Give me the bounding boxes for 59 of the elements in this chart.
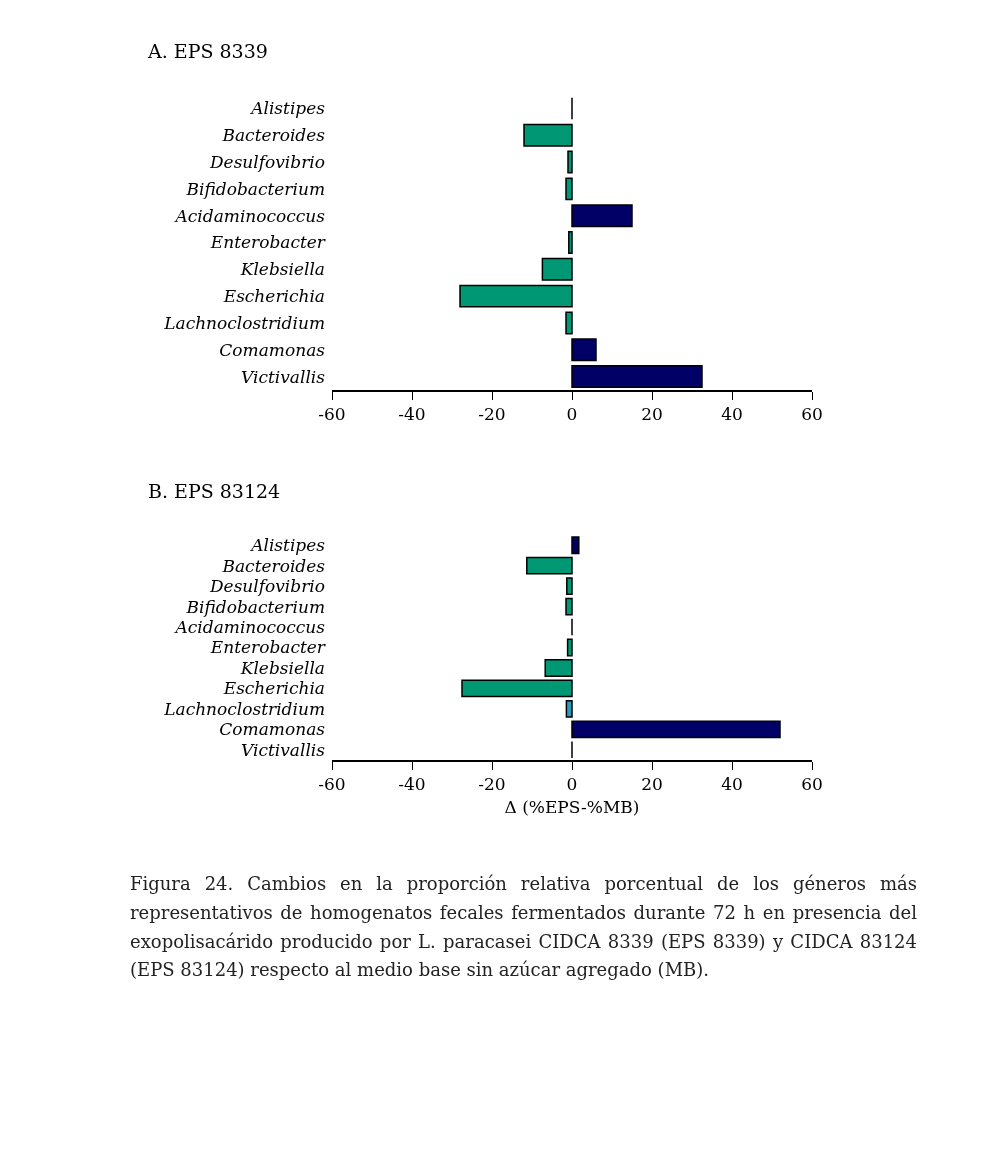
y-tick-label: Enterobacter [209,232,326,253]
bar [459,284,573,308]
bar [526,556,573,575]
bar [523,123,573,147]
bar [571,204,633,228]
x-tick-label: -60 [318,403,346,424]
bar [567,150,573,174]
bar [544,659,573,677]
y-tick-label: Bacteroides [221,125,326,146]
x-tick-label: 60 [801,773,823,794]
text: Figura 24. Cambios en la proporción relativa porcentual de los géneros más representativos de homogenatos fecales fermentados durante 72 h en presencia del exopolisacárido producido por L. paracasei CIDCA 8339 (EPS 8339) y CIDCA 83124 (EPS 83124) respecto al medio base sin azúcar agregado (MB). [130,872,917,983]
y-tick-label: Enterobacter [209,637,326,658]
chart-title: B. EPS 83124 [148,480,281,503]
y-tick-label: Comamonas [219,339,326,360]
x-axis-title: Δ (%EPS-%MB) [504,797,640,818]
bar [565,699,573,718]
y-tick-label: Acidaminococcus [173,617,326,637]
y-tick-label: Klebsiella [239,259,325,280]
bar [565,311,573,335]
x-tick-label: -20 [478,403,506,424]
x-tick-label: -40 [398,773,426,794]
y-tick-label: Lachnoclostridium [163,312,325,333]
y-tick-label: Acidaminococcus [173,205,326,226]
x-tick-label: 0 [566,403,578,424]
chart-title: A. EPS 8339 [147,40,268,63]
bar [541,257,573,281]
bar [571,720,781,739]
y-tick-label: Bifidobacterium [185,596,325,617]
bar [461,679,573,698]
bar [566,638,573,657]
x-tick-label: 40 [721,403,743,424]
x-tick-label: 20 [641,773,663,794]
y-tick-label: Alistipes [249,98,326,119]
x-tick-label: -60 [318,773,346,794]
y-tick-label: Desulfovibrio [208,576,325,597]
y-tick-label: Victivallis [241,366,326,387]
x-tick-label: 20 [641,403,663,424]
bar [566,577,573,596]
y-tick-label: Klebsiella [239,657,325,678]
bar [568,231,573,254]
bar [565,177,573,201]
bar [571,536,580,555]
x-tick-label: 0 [566,773,578,794]
x-tick-label: -40 [398,403,426,424]
y-tick-label: Alistipes [249,535,326,556]
y-tick-label: Victivallis [241,739,326,760]
x-tick-label: -20 [478,773,506,794]
y-tick-label: Escherichia [222,286,325,307]
y-tick-label: Desulfovibrio [208,152,325,172]
x-tick-label: 60 [801,403,823,424]
x-tick-label: 40 [721,773,743,794]
y-tick-label: Escherichia [222,678,325,699]
bar [565,597,573,616]
bar [571,365,703,389]
y-tick-label: Bacteroides [221,555,326,576]
bar [571,338,597,362]
y-tick-label: Comamonas [219,719,326,740]
y-tick-label: Bifidobacterium [185,178,325,199]
y-tick-label: Lachnoclostridium [163,698,325,719]
